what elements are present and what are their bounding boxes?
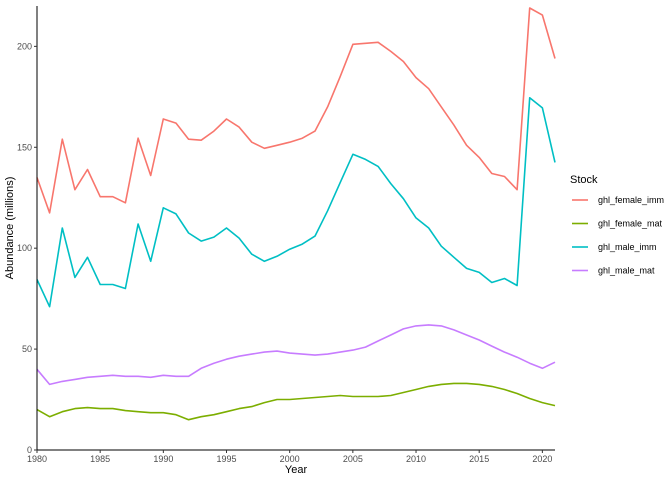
x-tick-label: 1995 — [216, 454, 236, 464]
series-line-ghl_male_mat — [36, 324, 556, 386]
x-tick-label: 1990 — [153, 454, 173, 464]
x-tick-label: 2005 — [343, 454, 363, 464]
x-tick-label: 2015 — [469, 454, 489, 464]
legend-label-ghl_male_mat: ghl_male_mat — [598, 266, 655, 276]
plot-area — [36, 7, 556, 421]
y-tick-label: 200 — [17, 41, 32, 51]
series-line-ghl_female_mat — [36, 382, 556, 421]
legend-label-ghl_female_mat: ghl_female_mat — [598, 219, 663, 229]
legend: Stock ghl_female_imm ghl_female_mat ghl_ma… — [570, 174, 664, 276]
x-tick-label: 1980 — [27, 454, 47, 464]
legend-title: Stock — [570, 174, 598, 186]
y-axis-ticks: 0 50 100 150 200 — [17, 41, 37, 455]
y-tick-label: 100 — [17, 243, 32, 253]
y-tick-label: 150 — [17, 142, 32, 152]
legend-label-ghl_male_imm: ghl_male_imm — [598, 242, 657, 252]
y-tick-label: 0 — [27, 445, 32, 455]
x-tick-label: 1985 — [90, 454, 110, 464]
x-axis-ticks: 1980 1985 1990 1995 2000 2005 2010 2015 2020 — [27, 450, 552, 464]
x-tick-label: 2000 — [280, 454, 300, 464]
x-tick-label: 2010 — [406, 454, 426, 464]
series-line-ghl_male_imm — [36, 97, 556, 308]
y-tick-label: 50 — [22, 344, 32, 354]
y-axis-title: Abundance (millions) — [4, 177, 16, 280]
x-tick-label: 2020 — [532, 454, 552, 464]
series-line-ghl_female_imm — [36, 7, 556, 214]
x-axis-title: Year — [285, 464, 308, 476]
legend-label-ghl_female_imm: ghl_female_imm — [598, 195, 664, 205]
